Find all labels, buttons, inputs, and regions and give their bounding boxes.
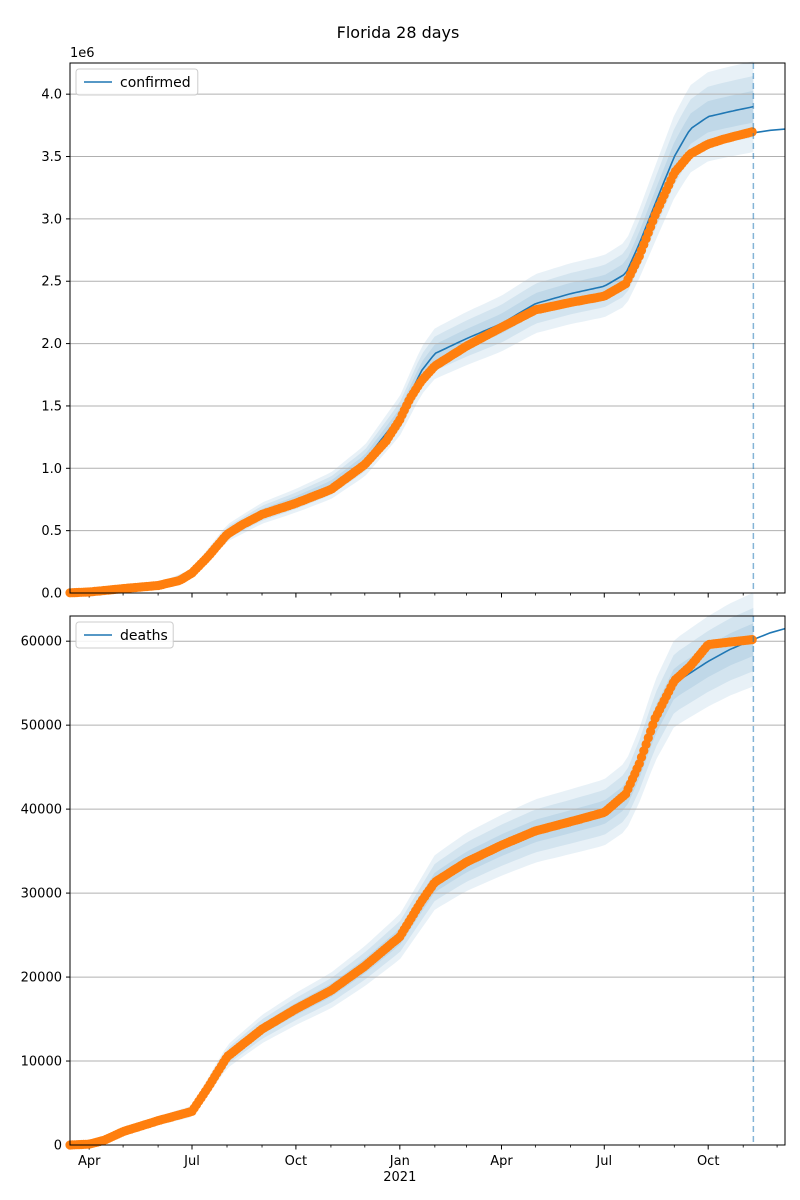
x-tick-label: Oct [697, 1154, 719, 1169]
confirmed-panel: 0.0 0.5 1.0 1.5 2.0 2.5 3.0 3.5 4.0 1e6 confirmed [41, 46, 786, 602]
x-tick-label: Apr [490, 1154, 513, 1169]
x-tick-label: Jul [595, 1154, 612, 1169]
observed-series [65, 635, 757, 1150]
legend-box [75, 68, 199, 96]
observed-point [747, 127, 757, 137]
y-tick-label: 30000 [21, 887, 62, 902]
uncertainty-band-3 [70, 90, 754, 594]
y-tick-label: 4.0 [41, 88, 62, 103]
uncertainty-band-1 [70, 592, 754, 1145]
legend-label: deaths [120, 628, 168, 644]
y-tick-label: 1.0 [41, 462, 62, 477]
figure-title: Florida 28 days [337, 23, 460, 42]
x-tick-label: Jul [183, 1154, 200, 1169]
x-tick-label: 2021 [383, 1170, 416, 1185]
y-tick-label: 2.0 [41, 337, 62, 352]
legend-box [75, 621, 174, 649]
observed-series [65, 127, 757, 598]
axes-frame [69, 615, 786, 1146]
y-tick-label: 3.0 [41, 212, 62, 227]
y-tick-label: 0 [54, 1139, 62, 1154]
x-tick-label: Jan [389, 1154, 410, 1169]
axes-frame [69, 62, 786, 594]
y-offset-label: 1e6 [70, 46, 95, 61]
legend-label: confirmed [120, 75, 191, 91]
y-tick-label: 10000 [21, 1055, 62, 1070]
legend: deaths [75, 621, 174, 649]
y-tick-label: 20000 [21, 971, 62, 986]
y-tick-label: 60000 [21, 635, 62, 650]
y-tick-label: 3.5 [41, 150, 62, 165]
uncertainty-band-2 [70, 76, 754, 593]
forecast-line [753, 128, 786, 134]
forecast-line [753, 627, 786, 641]
x-tick-label: Apr [78, 1154, 101, 1169]
observed-point [747, 635, 757, 645]
uncertainty-band-2 [70, 607, 754, 1145]
y-tick-label: 2.5 [41, 275, 62, 290]
y-tick-label: 0.0 [41, 587, 62, 602]
deaths-panel: 0 10000 20000 30000 40000 50000 60000 Apr Jul Oct… [21, 592, 786, 1185]
y-tick-label: 0.5 [41, 524, 62, 539]
x-tick-label: Oct [285, 1154, 307, 1169]
y-tick-label: 40000 [21, 803, 62, 818]
y-tick-label: 1.5 [41, 399, 62, 414]
legend: confirmed [75, 68, 199, 96]
uncertainty-band-1 [70, 61, 754, 593]
y-tick-label: 50000 [21, 719, 62, 734]
